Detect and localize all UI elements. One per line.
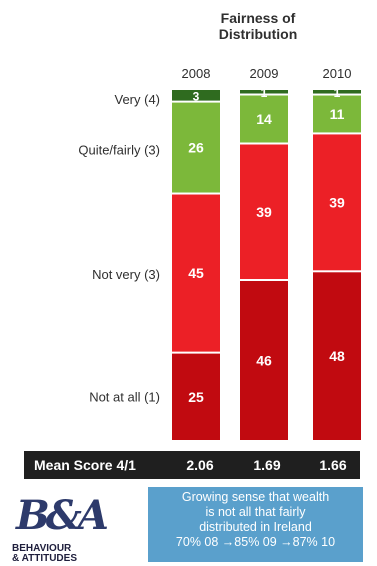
bar-2009-not-very-3 (240, 144, 288, 279)
row-label-quite-fairly-3: Quite/fairly (3) (78, 143, 160, 158)
bar-2009-not-at-all-1 (240, 281, 288, 440)
data-label-2010-very-4: 1 (334, 86, 341, 100)
insight-callout: Growing sense that wealth is not all tha… (148, 487, 363, 562)
logo-line-1: BEHAVIOUR (12, 543, 72, 554)
mean-score-2009: 1.69 (253, 457, 281, 473)
bar-2009-very-4 (240, 90, 288, 94)
x-tick-label-2010: 2010 (323, 66, 352, 81)
mean-score-2010: 1.66 (319, 457, 347, 473)
bar-2010-not-at-all-1 (313, 272, 361, 440)
x-tick-label-2009: 2009 (250, 66, 279, 81)
row-label-very-4: Very (4) (114, 92, 160, 107)
data-label-2008-quite-fairly-3: 26 (188, 140, 204, 156)
logo-mark: B&A (16, 492, 109, 539)
bar-2008-not-at-all-1 (172, 353, 220, 440)
data-label-2009-not-very-3: 39 (256, 204, 272, 220)
bar-2010-quite-fairly-3 (313, 95, 361, 133)
row-label-not-at-all-1: Not at all (1) (89, 389, 160, 404)
data-label-2009-not-at-all-1: 46 (256, 353, 272, 369)
callout-line-4: 70% 08 →85% 09 →87% 10 (175, 535, 336, 549)
company-logo: B&A BEHAVIOUR & ATTITUDES (10, 492, 140, 564)
bar-2008-quite-fairly-3 (172, 102, 220, 193)
chart-title: Fairness of Distribution (218, 10, 298, 42)
mean-score-label: Mean Score 4/1 (34, 457, 136, 473)
x-tick-label-2008: 2008 (182, 66, 211, 81)
data-label-2009-very-4: 1 (261, 86, 268, 100)
callout-line-1: Growing sense that wealth (181, 490, 330, 504)
data-label-2008-not-very-3: 45 (188, 265, 204, 281)
data-label-2010-not-very-3: 39 (329, 194, 345, 210)
logo-line-2: & ATTITUDES (12, 553, 77, 564)
callout-line-2: is not all that fairly (205, 505, 306, 519)
row-label-not-very-3: Not very (3) (92, 267, 160, 282)
data-label-2010-quite-fairly-3: 11 (330, 106, 345, 122)
callout-line-3: distributed in Ireland (199, 520, 312, 534)
bar-2009-quite-fairly-3 (240, 95, 288, 143)
data-label-2008-very-4: 3 (193, 89, 200, 103)
data-label-2008-not-at-all-1: 25 (188, 389, 204, 405)
mean-score-row: Mean Score 4/1 2.06 1.69 1.66 (24, 451, 360, 479)
stacked-bar-chart: 2008 2009 2010 Not at all (1) Not very (3) Qu… (78, 66, 361, 440)
data-label-2010-not-at-all-1: 48 (329, 348, 345, 364)
data-label-2009-quite-fairly-3: 14 (256, 111, 272, 127)
mean-score-2008: 2.06 (186, 457, 214, 473)
bar-2008-not-very-3 (172, 194, 220, 352)
bar-2010-very-4 (313, 90, 361, 94)
bar-2010-not-very-3 (313, 134, 361, 271)
bar-2008-very-4 (172, 90, 220, 101)
